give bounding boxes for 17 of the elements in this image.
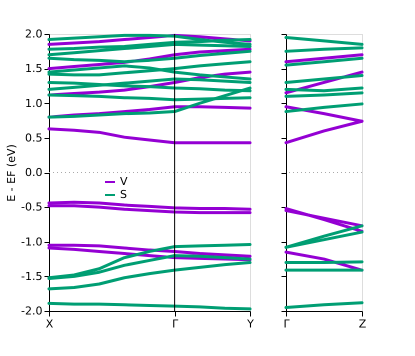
y-tick-label: 0.5 <box>25 131 42 144</box>
y-tick-label: 2.0 <box>25 28 42 40</box>
y-tick-label: 1.0 <box>25 96 42 110</box>
y-tick-label: 0.0 <box>25 166 42 179</box>
x-tick-label: Y <box>246 318 254 330</box>
y-tick-label: -2.0 <box>21 304 42 318</box>
y-axis-title: E - EF (eV) <box>5 144 18 202</box>
x-tick-label: Z <box>358 318 367 330</box>
y-tick-label: 1.5 <box>25 62 42 76</box>
x-tick-label: X <box>46 318 54 330</box>
y-tick-label: -0.5 <box>21 200 42 214</box>
x-tick-label: Γ <box>283 318 290 330</box>
x-tick-label: Γ <box>172 318 180 330</box>
legend-label: S <box>120 188 127 201</box>
y-tick-label: -1.5 <box>21 270 42 283</box>
legend-label: V <box>120 175 128 188</box>
y-tick-label: -1.0 <box>21 235 42 248</box>
